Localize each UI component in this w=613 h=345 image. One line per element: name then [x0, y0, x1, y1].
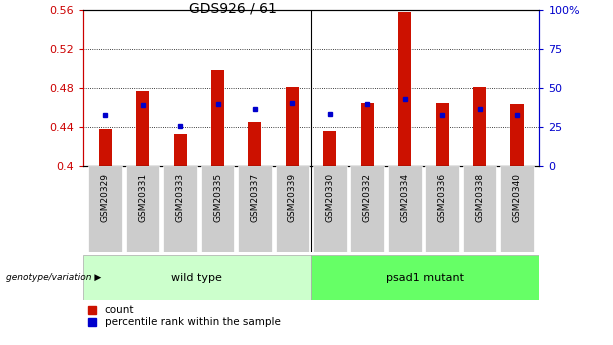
FancyBboxPatch shape: [351, 166, 384, 252]
Text: GSM20340: GSM20340: [512, 172, 522, 221]
FancyBboxPatch shape: [200, 166, 234, 252]
Text: GSM20330: GSM20330: [326, 172, 334, 221]
Text: GSM20333: GSM20333: [175, 172, 185, 221]
Bar: [248, 122, 262, 166]
FancyBboxPatch shape: [126, 166, 159, 252]
Bar: [136, 91, 149, 166]
Bar: [398, 12, 411, 166]
Text: GSM20331: GSM20331: [138, 172, 147, 221]
Bar: [286, 87, 299, 166]
FancyBboxPatch shape: [313, 166, 347, 252]
Text: GSM20338: GSM20338: [475, 172, 484, 221]
Text: wild type: wild type: [172, 273, 223, 283]
Text: GDS926 / 61: GDS926 / 61: [189, 2, 277, 16]
Text: GSM20337: GSM20337: [251, 172, 259, 221]
Text: GSM20329: GSM20329: [101, 172, 110, 221]
Text: GSM20336: GSM20336: [438, 172, 447, 221]
FancyBboxPatch shape: [163, 166, 197, 252]
Bar: [173, 134, 186, 166]
FancyBboxPatch shape: [83, 255, 311, 300]
FancyBboxPatch shape: [238, 166, 272, 252]
Text: GSM20332: GSM20332: [363, 172, 371, 221]
Bar: [99, 129, 112, 166]
Text: GSM20334: GSM20334: [400, 172, 409, 221]
FancyBboxPatch shape: [500, 166, 534, 252]
Bar: [360, 102, 374, 166]
Text: GSM20339: GSM20339: [288, 172, 297, 221]
Bar: [436, 102, 449, 166]
FancyBboxPatch shape: [311, 255, 539, 300]
FancyBboxPatch shape: [425, 166, 459, 252]
FancyBboxPatch shape: [388, 166, 422, 252]
FancyBboxPatch shape: [275, 166, 309, 252]
FancyBboxPatch shape: [88, 166, 122, 252]
FancyBboxPatch shape: [463, 166, 497, 252]
Legend: count, percentile rank within the sample: count, percentile rank within the sample: [88, 305, 281, 327]
Bar: [473, 87, 486, 166]
Bar: [323, 131, 337, 166]
Bar: [211, 70, 224, 166]
Text: genotype/variation ▶: genotype/variation ▶: [6, 273, 101, 282]
Text: psad1 mutant: psad1 mutant: [386, 273, 464, 283]
Bar: [511, 105, 524, 166]
Text: GSM20335: GSM20335: [213, 172, 222, 221]
